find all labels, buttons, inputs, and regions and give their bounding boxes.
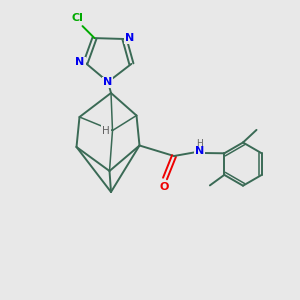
Text: N: N (195, 146, 204, 157)
Text: H: H (196, 139, 203, 148)
Text: N: N (103, 77, 112, 88)
Text: O: O (160, 182, 169, 192)
Text: H: H (102, 125, 110, 136)
Text: Cl: Cl (71, 13, 83, 23)
Text: N: N (76, 57, 85, 68)
Text: N: N (125, 33, 134, 43)
